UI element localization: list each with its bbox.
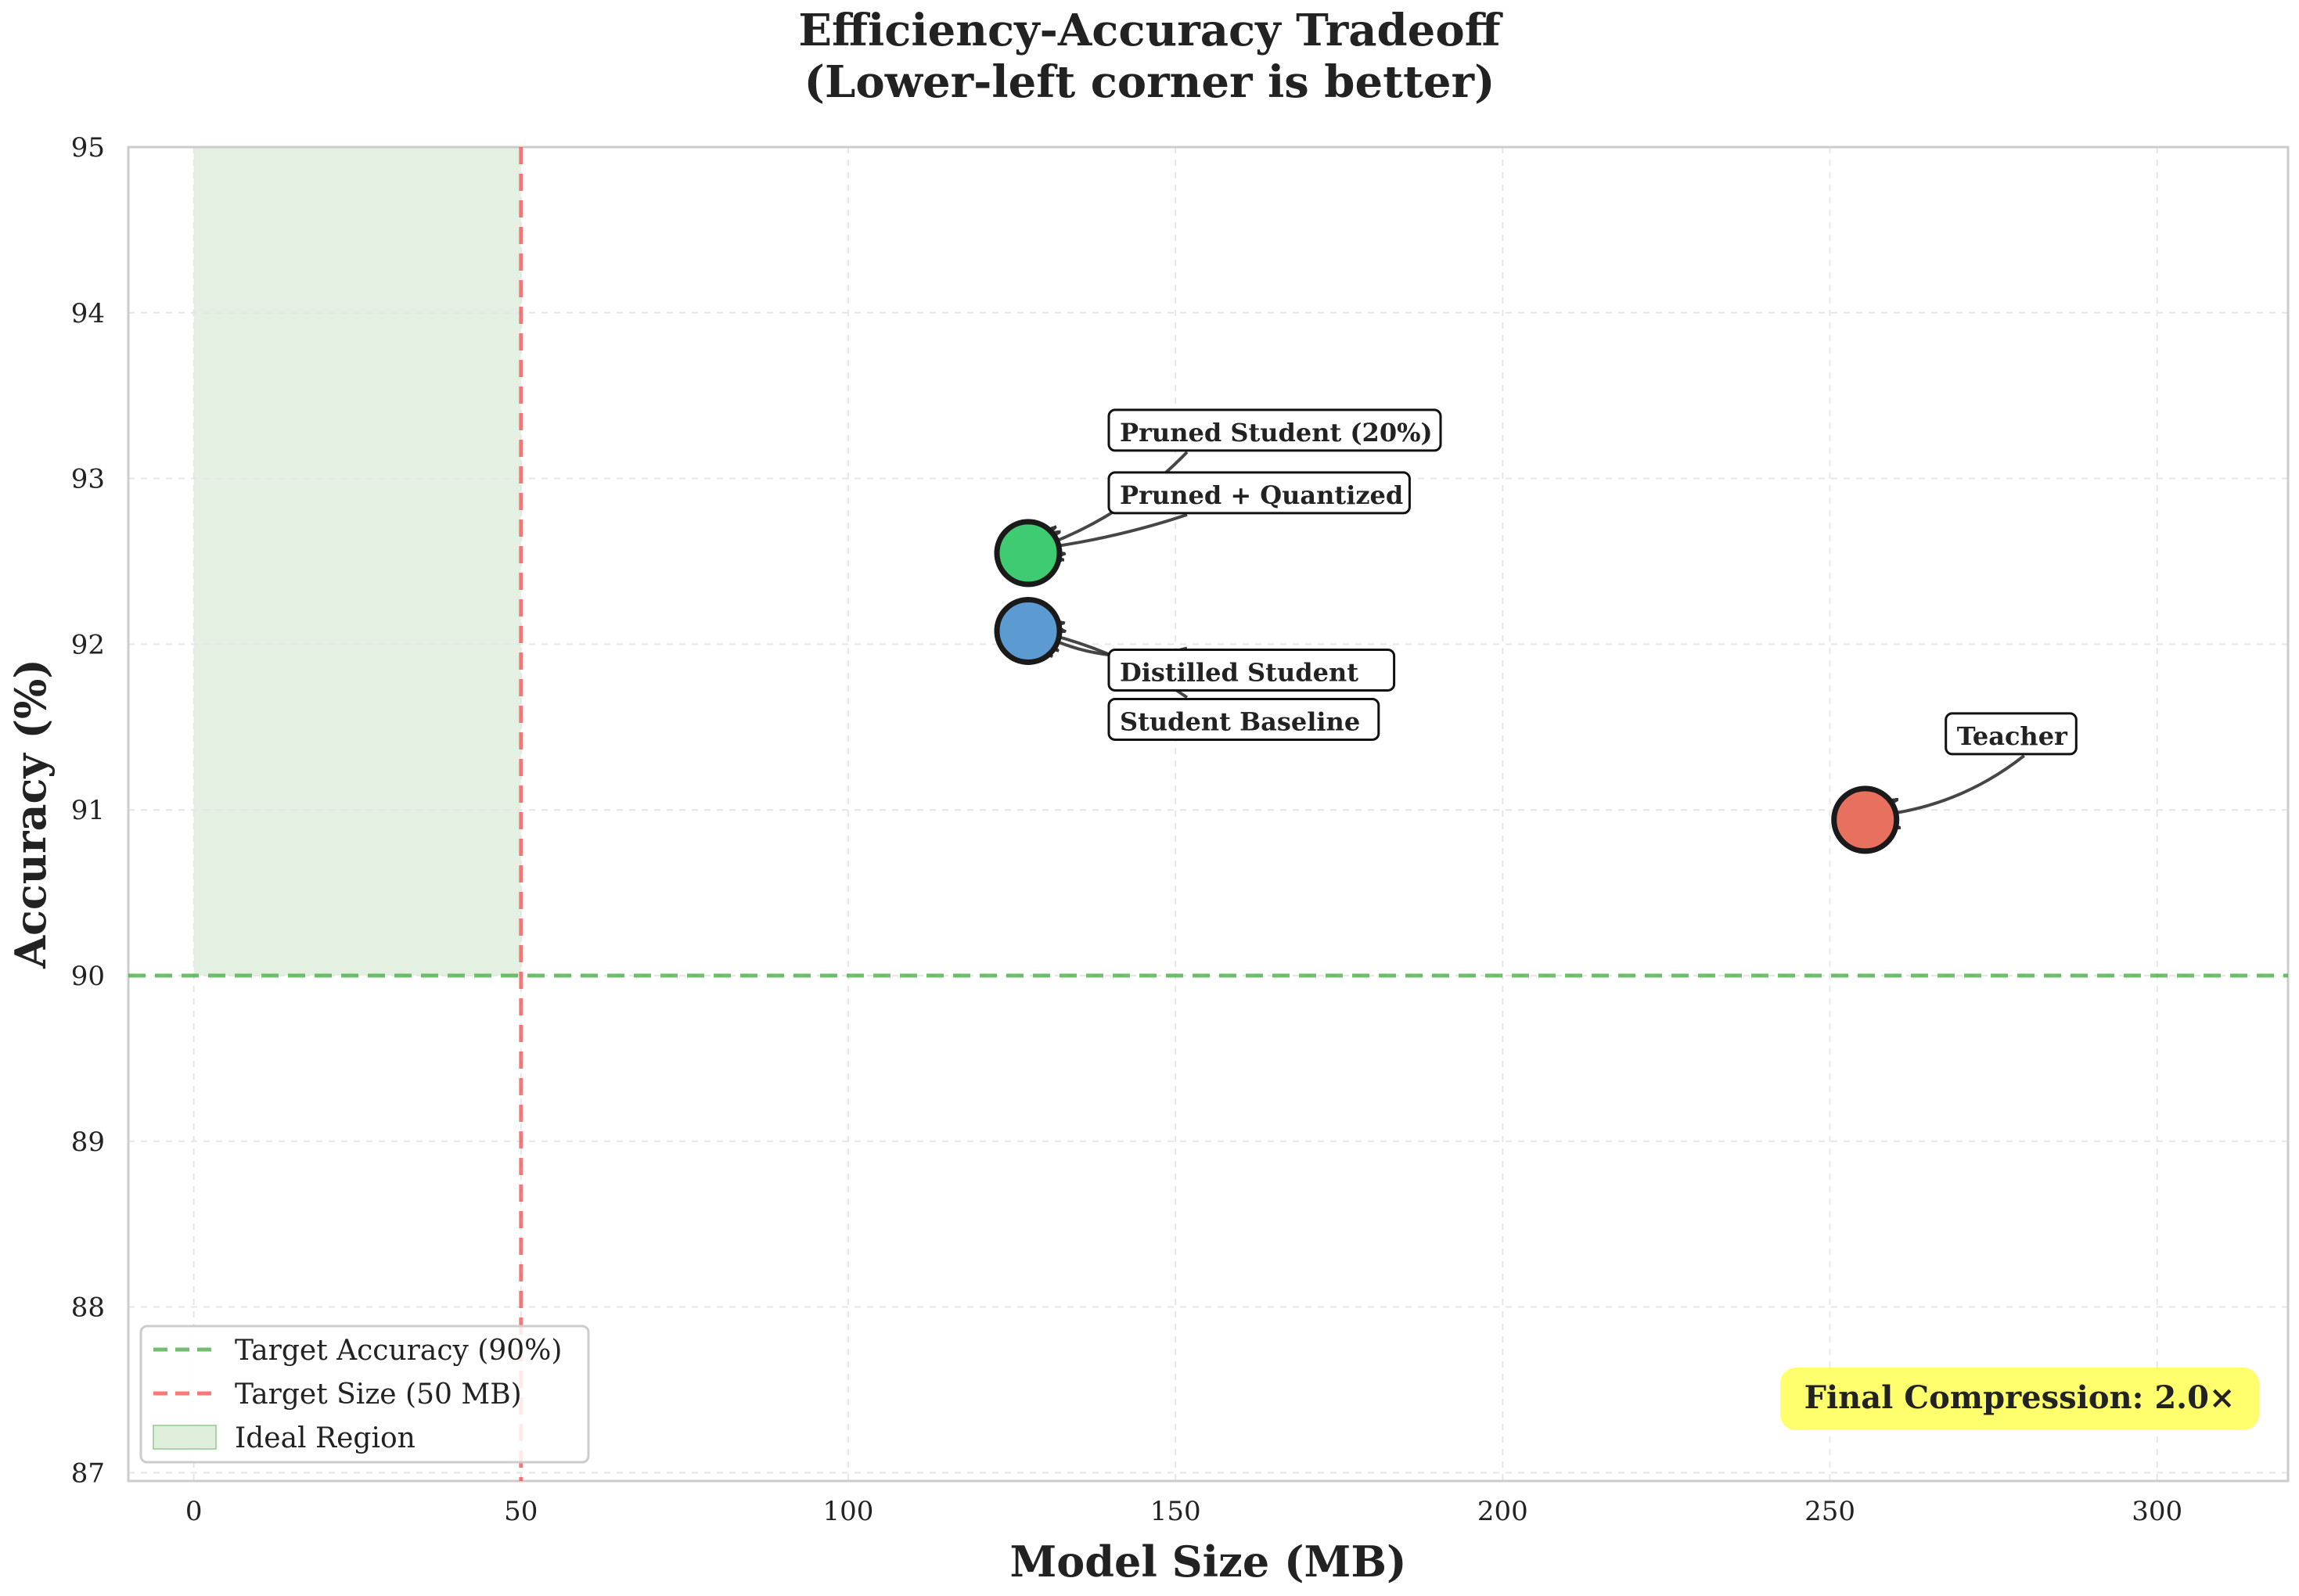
y-tick-label: 95: [71, 132, 105, 164]
y-axis-label: Accuracy (%): [5, 659, 56, 969]
x-tick-label: 200: [1477, 1496, 1528, 1527]
y-tick-label: 89: [71, 1127, 105, 1158]
data-point: [1831, 785, 1900, 854]
chart-subtitle: (Lower-left corner is better): [804, 56, 1495, 108]
ideal-region: [193, 147, 521, 976]
final-compression-text: Final Compression: 2.0×: [1804, 1379, 2236, 1416]
data-point: [994, 519, 1063, 588]
y-tick-label: 94: [71, 298, 105, 329]
y-tick-label: 91: [71, 795, 105, 826]
legend-label-ideal-region: Ideal Region: [235, 1422, 416, 1454]
point-label-box: [1945, 712, 2078, 756]
point-label: Teacher: [1957, 721, 2068, 751]
point-label: Pruned + Quantized: [1120, 480, 1403, 510]
final-compression-box-bg: [1780, 1368, 2259, 1430]
y-axis-ticks: 87 88 89 90 91 92 93 94 95: [71, 132, 105, 1489]
point-label: Student Baseline: [1120, 706, 1360, 736]
y-tick-label: 87: [71, 1458, 105, 1489]
x-tick-label: 100: [823, 1496, 874, 1527]
legend: Target Accuracy (90%) Target Size (50 MB…: [139, 1325, 590, 1464]
final-compression-box: Final Compression: 2.0×: [1780, 1368, 2259, 1430]
y-tick-label: 93: [71, 464, 105, 495]
legend-label-target-accuracy: Target Accuracy (90%): [235, 1335, 562, 1367]
x-tick-label: 50: [504, 1496, 538, 1527]
chart-title: Efficiency-Accuracy Tradeoff: [798, 5, 1502, 56]
x-tick-label: 150: [1150, 1496, 1201, 1527]
x-tick-label: 0: [185, 1496, 203, 1527]
data-point: [994, 596, 1063, 665]
point-label: Pruned Student (20%): [1120, 418, 1433, 448]
point-labels: Teacher Student Baseline Distilled Student…: [1107, 408, 2078, 756]
legend-swatch-ideal-region: [153, 1425, 217, 1450]
x-axis-ticks: 0 50 100 150 200 250 300: [185, 1496, 2182, 1527]
legend-label-target-size: Target Size (50 MB): [235, 1379, 522, 1411]
plot-area-frame: [127, 146, 2290, 1483]
x-tick-label: 300: [2132, 1496, 2182, 1527]
x-axis-label: Model Size (MB): [1009, 1537, 1406, 1587]
y-tick-label: 92: [71, 629, 105, 660]
point-label: Distilled Student: [1120, 657, 1358, 687]
point-label-box: [1107, 408, 1442, 452]
legend-frame: [139, 1325, 590, 1464]
point-label-box: [1107, 697, 1380, 741]
x-tick-label: 250: [1804, 1496, 1855, 1527]
y-tick-label: 90: [71, 961, 105, 992]
y-tick-label: 88: [71, 1292, 105, 1324]
data-points: [994, 519, 1900, 854]
ideal-region-rect: [193, 147, 521, 976]
point-label-box: [1107, 648, 1396, 692]
point-label-box: [1107, 471, 1411, 515]
